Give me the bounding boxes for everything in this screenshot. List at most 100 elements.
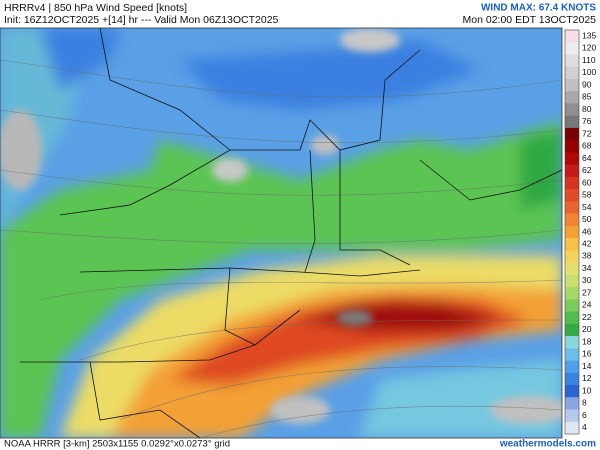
colorbar-cell xyxy=(565,409,579,423)
border xyxy=(99,28,231,151)
border xyxy=(224,267,256,346)
colorbar-label: 22 xyxy=(582,312,592,322)
colorbar-cell xyxy=(565,152,579,165)
colorbar-cell xyxy=(565,225,579,239)
colorbar-cell xyxy=(565,336,579,349)
colorbar-cell xyxy=(565,54,579,68)
patch xyxy=(212,158,248,182)
local-time: Mon 02:00 EDT 13OCT2025 xyxy=(463,14,597,26)
colorbar-cell xyxy=(565,397,579,410)
colorbar-label: 20 xyxy=(582,324,592,334)
colorbar: 1351201101009085807672686462605854504642… xyxy=(564,29,596,435)
colorbar-label: 6 xyxy=(582,410,587,420)
colorbar-cell xyxy=(565,201,579,214)
colorbar-label: 14 xyxy=(582,361,592,371)
streamline xyxy=(199,405,562,438)
colorbar-cell xyxy=(565,213,579,227)
colorbar-label: 50 xyxy=(582,214,592,224)
colorbar-cell xyxy=(565,103,579,116)
colorbar-cell xyxy=(565,78,579,92)
colorbar-label: 27 xyxy=(582,287,592,297)
colorbar-cell xyxy=(565,164,579,178)
colorbar-cell xyxy=(565,348,579,361)
shade xyxy=(520,130,562,210)
streamlines xyxy=(0,59,562,438)
border xyxy=(89,361,201,438)
colorbar-label: 16 xyxy=(582,349,592,359)
borders xyxy=(20,28,562,438)
gray-patches xyxy=(0,28,562,424)
colorbar-cell xyxy=(565,274,579,288)
colorbar-label: 42 xyxy=(582,238,592,248)
colorbar-cell xyxy=(565,140,579,153)
shade xyxy=(40,28,120,90)
colorbar-label: 100 xyxy=(582,67,596,77)
colorbar-label: 12 xyxy=(582,373,592,383)
colorbar-cell xyxy=(565,30,579,43)
colorbar-cell xyxy=(565,360,579,374)
border xyxy=(419,159,562,201)
colorbar-label: 34 xyxy=(582,263,592,273)
colorbar-cell xyxy=(565,115,579,129)
patch xyxy=(340,28,400,52)
border xyxy=(304,149,316,273)
colorbar-label: 24 xyxy=(582,300,592,310)
colorbar-label: 46 xyxy=(582,226,592,236)
colorbar-cell xyxy=(565,189,579,202)
colorbar-label: 72 xyxy=(582,128,592,138)
colorbar-cell xyxy=(565,311,579,325)
colorbar-label: 120 xyxy=(582,43,596,53)
footer-site: weathermodels.com xyxy=(499,439,596,450)
colorbar-label: 18 xyxy=(582,336,592,346)
shade xyxy=(180,40,480,110)
colorbar-label: 80 xyxy=(582,104,592,114)
streamline xyxy=(0,229,562,244)
colorbar-label: 62 xyxy=(582,165,592,175)
colorbar-cell xyxy=(565,66,579,80)
streamline xyxy=(0,109,562,143)
border xyxy=(59,49,421,216)
streamline xyxy=(79,319,562,361)
colorbar-frame xyxy=(564,29,580,435)
colorbar-label: 8 xyxy=(582,398,587,408)
colorbar-label: 68 xyxy=(582,141,592,151)
border xyxy=(20,309,301,363)
colorbar-label: 30 xyxy=(582,275,592,285)
colorbar-label: 38 xyxy=(582,251,592,261)
colorbar-label: 76 xyxy=(582,116,592,126)
patch xyxy=(311,135,339,155)
colorbar-cell xyxy=(565,299,579,312)
colorbar-cell xyxy=(565,287,579,300)
colorbar-cell xyxy=(565,372,579,386)
colorbar-label: 58 xyxy=(582,190,592,200)
colorbar-label: 85 xyxy=(582,92,592,102)
colorbar-label: 60 xyxy=(582,177,592,187)
colorbar-cell xyxy=(565,323,579,337)
colorbar-label: 4 xyxy=(582,422,587,432)
colorbar-cell xyxy=(565,421,579,435)
map-title: HRRRv4 | 850 hPa Wind Speed [knots] xyxy=(4,2,187,14)
patch xyxy=(0,110,42,190)
border xyxy=(339,150,411,266)
colorbar-label: 64 xyxy=(582,153,592,163)
patch xyxy=(270,396,330,424)
colorbar-cell xyxy=(565,91,579,104)
colorbar-label: 110 xyxy=(582,55,596,65)
colorbar-label: 54 xyxy=(582,202,592,212)
streamline xyxy=(0,169,562,196)
colorbar-cell xyxy=(565,238,579,251)
colorbar-cell xyxy=(565,127,579,141)
colorbar-label: 135 xyxy=(582,30,596,40)
colorbar-cell xyxy=(565,262,579,276)
patch xyxy=(337,310,373,326)
wind-max: WIND MAX: 67.4 KNOTS xyxy=(481,3,596,14)
footer-model: NOAA HRRR [3-km] 2503x1155 0.0292°x0.027… xyxy=(4,439,230,450)
colorbar-cell xyxy=(565,250,579,263)
colorbar-cell xyxy=(565,42,579,55)
map-field xyxy=(0,28,562,438)
colorbar-cell xyxy=(565,385,579,398)
colorbar-cell xyxy=(565,176,579,190)
patch xyxy=(490,396,562,424)
